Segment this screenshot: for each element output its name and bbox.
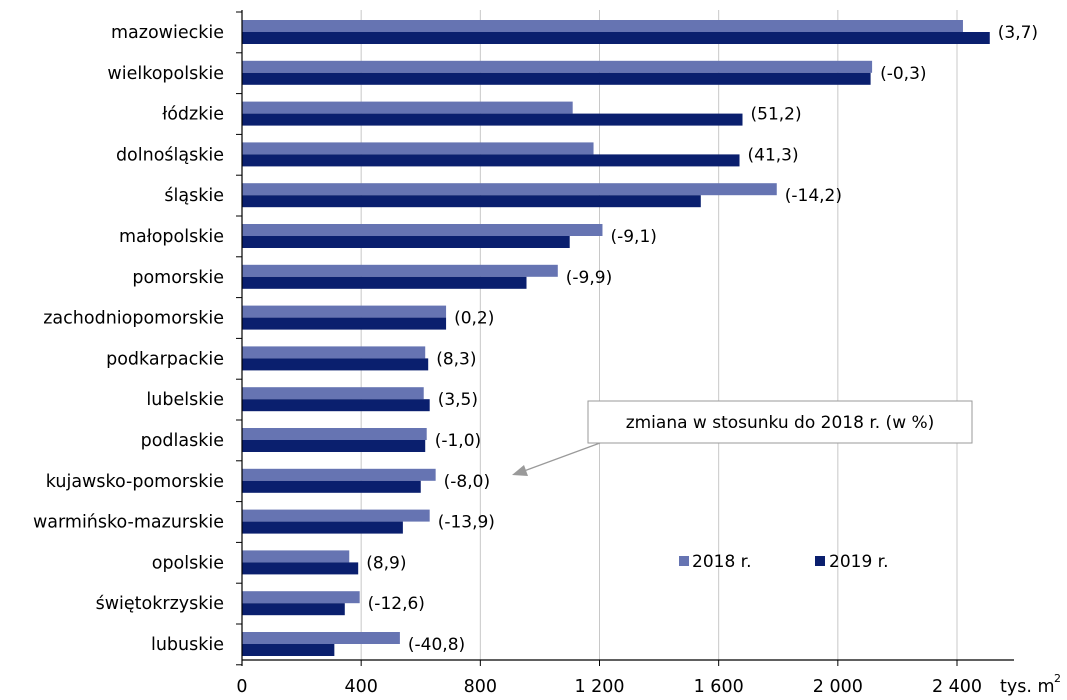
bar-2018 [242, 305, 447, 318]
annotation-leader-line [523, 442, 601, 472]
bar-2019 [242, 358, 429, 371]
annotation-arrowhead [512, 465, 528, 476]
x-tick-label: 1 600 [694, 677, 744, 697]
category-label: lubuskie [151, 635, 224, 655]
category-label: podlaskie [141, 431, 224, 451]
bar-2019 [242, 562, 359, 575]
bar-2018 [242, 20, 963, 32]
annotation-box [587, 400, 973, 444]
category-labels: mazowieckie wielkopolskie łódzkie dolnośląs… [33, 23, 224, 655]
x-tick-label: 400 [344, 677, 377, 697]
legend-label-2019: 2019 r. [829, 552, 889, 572]
change-label: (0,2) [454, 309, 494, 329]
bar-2019 [242, 113, 743, 126]
bar-2018 [242, 264, 558, 277]
bar-2018 [242, 632, 400, 644]
bar-2019 [242, 236, 570, 248]
x-tick-label: 2 000 [813, 677, 863, 697]
change-label: (-9,1) [610, 227, 656, 247]
bar-2019 [242, 603, 345, 616]
category-label: lubelskie [146, 390, 224, 410]
bar-2018 [242, 346, 426, 359]
x-tick-label: 800 [464, 677, 497, 697]
bar-2019 [242, 32, 990, 44]
bar-2018 [242, 428, 427, 440]
bar-2019 [242, 521, 403, 534]
change-label: (-0,3) [880, 64, 926, 84]
bar-2019 [242, 72, 871, 85]
change-label: (3,7) [998, 23, 1038, 43]
category-label: podkarpackie [106, 349, 224, 369]
category-label: łódzkie [162, 105, 224, 125]
bars [242, 20, 990, 656]
change-label: (-13,9) [438, 513, 495, 533]
change-label: (-1,0) [435, 431, 481, 451]
legend-label-2018: 2018 r. [692, 552, 752, 572]
legend-swatch-2019 [815, 556, 825, 566]
bar-2019 [242, 399, 430, 412]
legend-swatch-2018 [679, 556, 689, 566]
category-label: zachodniopomorskie [43, 309, 224, 329]
category-label: wielkopolskie [107, 64, 224, 84]
change-labels: (3,7) (-0,3) (51,2) (41,3) (-14,2) (-9,1) (-9,… [366, 23, 1038, 655]
bar-2018 [242, 387, 424, 400]
category-label: mazowieckie [111, 23, 224, 43]
annotation-text: zmiana w stosunku do 2018 r. (w %) [626, 413, 935, 433]
change-label: (3,5) [438, 390, 478, 410]
bar-2019 [242, 480, 421, 493]
bar-2018 [242, 224, 603, 236]
bar-2019 [242, 317, 447, 330]
x-tick-label: 0 [236, 677, 247, 697]
bar-2019 [242, 154, 740, 167]
bar-2019 [242, 644, 335, 656]
bar-2019 [242, 276, 527, 289]
bar-2018 [242, 550, 350, 563]
bar-2018 [242, 468, 436, 481]
category-label: opolskie [152, 553, 224, 573]
category-label: małopolskie [119, 227, 224, 247]
category-label: pomorskie [132, 268, 224, 288]
bar-2018 [242, 509, 430, 522]
bar-2018 [242, 591, 360, 604]
annotation-callout: zmiana w stosunku do 2018 r. (w %) [512, 400, 973, 476]
change-label: (-8,0) [444, 472, 490, 492]
bar-2018 [242, 101, 573, 114]
category-label: śląskie [164, 186, 224, 206]
change-label: (-12,6) [368, 594, 425, 614]
change-label: (51,2) [751, 105, 802, 125]
bar-2018 [242, 183, 777, 196]
change-label: (41,3) [748, 145, 799, 165]
x-unit-superscript: 2 [1054, 672, 1061, 685]
bar-2019 [242, 440, 426, 452]
change-label: (8,3) [436, 349, 476, 369]
change-label: (-14,2) [785, 186, 842, 206]
category-label: kujawsko-pomorskie [46, 472, 224, 492]
category-label: świętokrzyskie [96, 594, 224, 614]
bar-2018 [242, 142, 594, 155]
bar-2018 [242, 60, 873, 73]
change-label: (8,9) [366, 553, 406, 573]
x-tick-label: 2 400 [932, 677, 982, 697]
bar-2019 [242, 195, 701, 208]
category-label: dolnośląskie [116, 145, 224, 165]
legend: 2018 r. 2019 r. [679, 552, 889, 572]
x-unit-label: tys. m [1000, 677, 1055, 697]
x-tick-label: 1 200 [574, 677, 624, 697]
category-label: warmińsko-mazurskie [33, 513, 224, 533]
change-label: (-9,9) [566, 268, 612, 288]
change-label: (-40,8) [408, 635, 465, 655]
